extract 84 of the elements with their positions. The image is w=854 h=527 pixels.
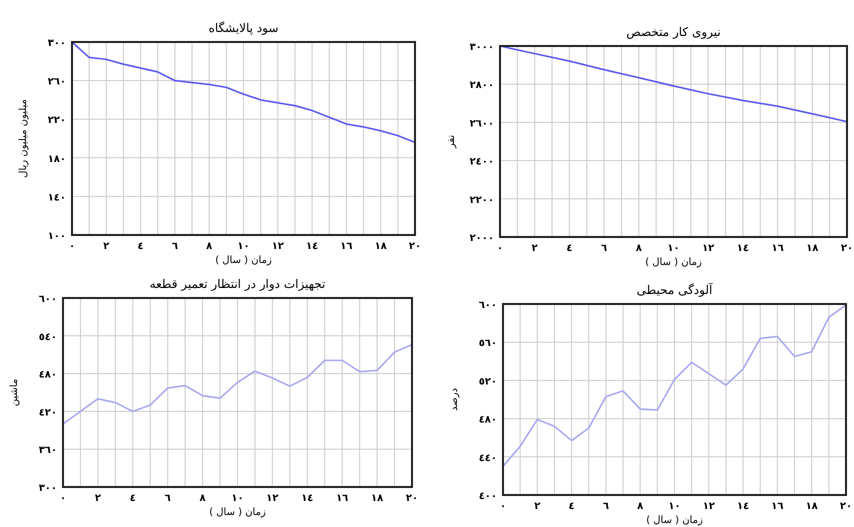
y-tick-label: ٦٠٠ xyxy=(478,300,497,311)
y-axis-title: میلیون میلیون ریال xyxy=(18,99,29,178)
x-tick-label: ٢ xyxy=(94,493,101,504)
y-tick-label: ٢٢٠ xyxy=(48,115,66,126)
y-axis-title: درصد xyxy=(449,388,460,412)
x-tick-label: ١٦ xyxy=(336,493,348,504)
y-tick-label: ٢٤٠٠ xyxy=(470,156,494,168)
x-axis-title: زمان ( سال ) xyxy=(646,515,703,526)
x-tick-label: ٤ xyxy=(138,241,144,252)
line-series xyxy=(71,41,416,144)
y-tick-label: ٣٠٠ xyxy=(48,38,66,49)
y-tick-label: ٣٦٠ xyxy=(38,445,57,456)
y-tick-label: ٢٦٠ xyxy=(48,76,66,88)
x-tick-label: ١٠ xyxy=(667,243,680,254)
x-tick-label: ٦ xyxy=(602,501,609,512)
x-axis-title: زمان ( سال ) xyxy=(645,257,702,268)
line-series xyxy=(62,344,413,425)
y-tick-label: ٥٦٠ xyxy=(478,338,497,350)
x-axis-title: زمان ( سال ) xyxy=(209,507,266,518)
y-tick-label: ٦٠٠ xyxy=(38,294,57,305)
chart-title: آلودگی محیطی xyxy=(636,282,714,297)
y-tick-label: ٤٠٠ xyxy=(478,491,497,502)
y-tick-label: ٤٢٠ xyxy=(38,407,57,418)
y-tick-label: ٤٨٠ xyxy=(38,370,57,381)
x-tick-label: ٦ xyxy=(172,241,178,252)
x-tick-label: ٤ xyxy=(130,493,136,504)
x-tick-label: ١٦ xyxy=(340,241,353,252)
y-tick-label: ١٠٠ xyxy=(48,231,66,242)
y-tick-label: ٢٢٠٠ xyxy=(470,194,494,206)
x-tick-label: ٠ xyxy=(60,493,66,504)
x-tick-label: ٨ xyxy=(637,501,644,512)
x-tick-label: ٢٠ xyxy=(840,243,854,254)
chart-title: تجهیزات دوار در انتظار تعمیر قطعه xyxy=(150,277,326,291)
x-tick-label: ١٤ xyxy=(301,493,314,504)
y-tick-label: ٣٠٠٠ xyxy=(470,42,494,53)
x-tick-label: ٢٠ xyxy=(406,493,418,504)
y-tick-label: ٤٨٠ xyxy=(478,414,497,426)
line-series xyxy=(499,45,848,122)
x-tick-label: ١٠ xyxy=(231,493,244,504)
x-tick-label: ٦ xyxy=(601,243,608,254)
x-tick-label: ٢ xyxy=(534,501,540,512)
y-axis-title: ماشین xyxy=(9,378,20,406)
x-tick-label: ٨ xyxy=(200,493,206,504)
y-tick-label: ٢٨٠٠ xyxy=(470,80,494,92)
x-tick-label: ١٤ xyxy=(736,501,750,512)
x-tick-label: ١٢ xyxy=(702,501,715,512)
y-tick-label: ٣٠٠ xyxy=(38,483,57,494)
x-tick-label: ١٢ xyxy=(702,243,714,254)
y-tick-label: ٢٦٠٠ xyxy=(470,118,494,130)
x-tick-label: ١٨ xyxy=(374,241,387,252)
x-tick-label: ١٤ xyxy=(736,243,750,254)
x-tick-label: ١٢ xyxy=(266,493,279,504)
y-axis-title: نفر xyxy=(446,134,457,150)
x-tick-label: ٨ xyxy=(636,243,642,254)
x-tick-label: ٢ xyxy=(103,241,110,252)
x-tick-label: ١٦ xyxy=(771,501,784,512)
y-tick-label: ٥٢٠ xyxy=(478,376,497,388)
x-tick-label: ١٠ xyxy=(237,241,250,252)
x-tick-label: ٢ xyxy=(532,243,538,254)
x-tick-label: ٤ xyxy=(566,243,572,254)
chart-title: نیروی کار متخصص xyxy=(626,25,721,39)
x-tick-label: ٠ xyxy=(68,241,76,252)
x-tick-label: ٦ xyxy=(164,493,171,504)
y-tick-label: ١٨٠ xyxy=(48,154,66,165)
x-tick-label: ١٢ xyxy=(272,241,284,252)
x-tick-label: ١٦ xyxy=(771,243,784,254)
x-tick-label: ٨ xyxy=(206,241,212,252)
chart-title: سود پالایشگاه xyxy=(208,21,278,35)
line-series xyxy=(502,304,847,468)
x-tick-label: ١٨ xyxy=(806,501,818,512)
y-tick-label: ٤٤٠ xyxy=(478,452,497,464)
x-tick-label: ٢٠ xyxy=(408,241,422,252)
y-tick-label: ١٤٠ xyxy=(48,192,66,204)
x-tick-label: ٠ xyxy=(496,243,504,254)
x-axis-title: زمان ( سال ) xyxy=(215,255,272,266)
x-tick-label: ١٠ xyxy=(668,501,681,512)
x-tick-label: ٠ xyxy=(500,501,506,512)
x-tick-label: ١٤ xyxy=(306,241,318,252)
y-tick-label: ٥٤٠ xyxy=(38,332,57,343)
y-tick-label: ٢٠٠٠ xyxy=(470,233,494,244)
x-tick-label: ٢٠ xyxy=(840,501,852,512)
x-tick-label: ١٨ xyxy=(806,243,818,254)
x-tick-label: ١٨ xyxy=(370,493,384,504)
x-tick-label: ٤ xyxy=(568,501,575,512)
